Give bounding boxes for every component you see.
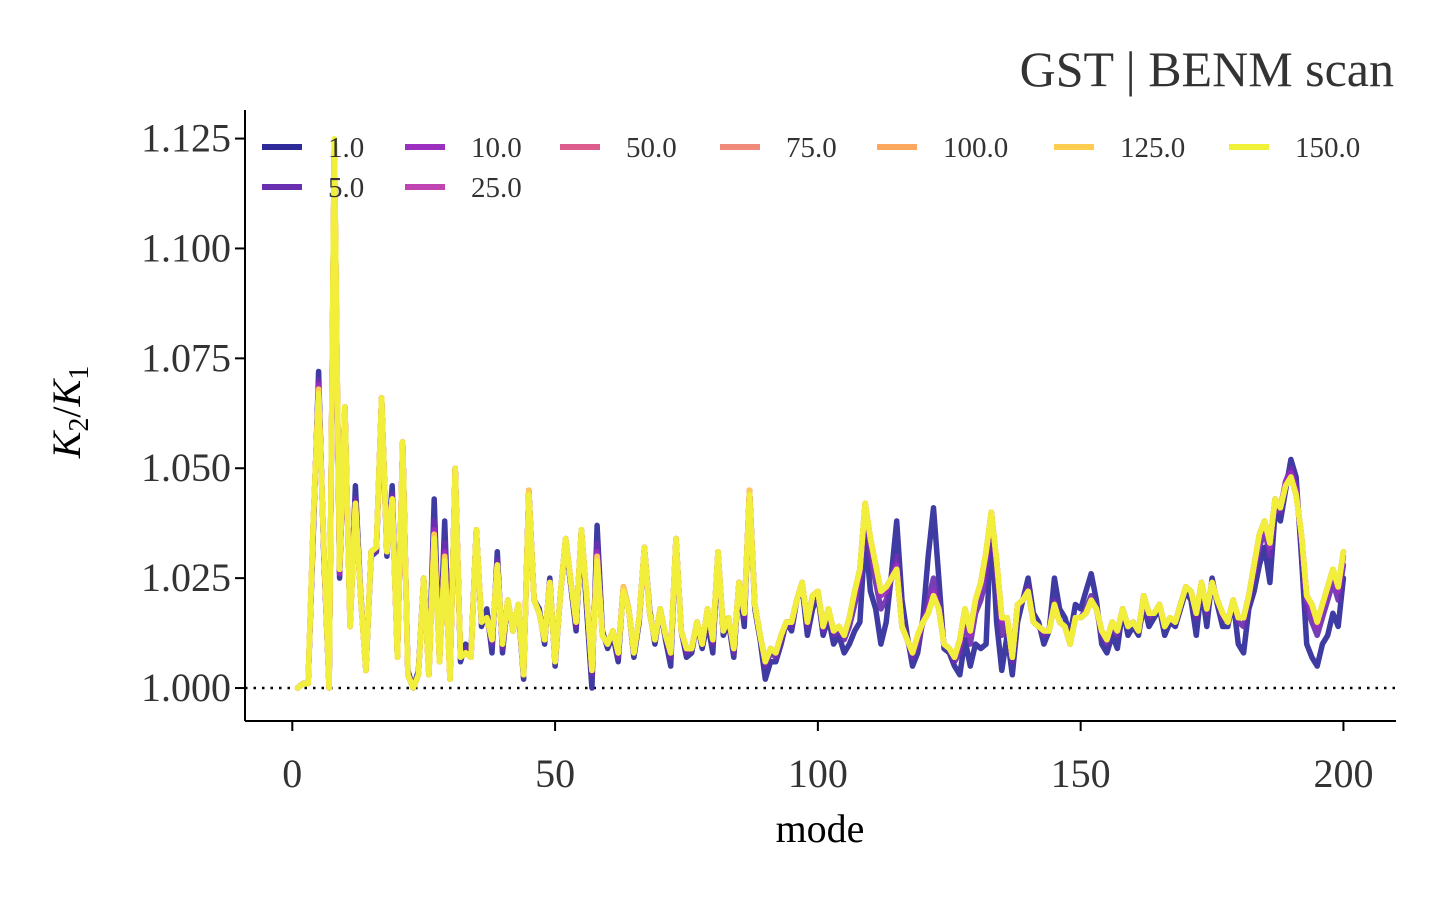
- legend-label: 50.0: [626, 132, 677, 164]
- legend-label: 10.0: [471, 132, 522, 164]
- y-tick-label: 1.100: [141, 225, 231, 270]
- legend-label: 75.0: [786, 132, 837, 164]
- series-group: [294, 135, 1347, 691]
- x-tick-label: 200: [1313, 751, 1373, 796]
- legend-item-75.0: 75.0: [720, 132, 837, 164]
- x-tick-label: 0: [282, 751, 302, 796]
- y-axis-label: K2/K1: [44, 366, 95, 460]
- chart-title: GST | BENM scan: [1020, 41, 1394, 97]
- y-ticks: 1.000 1.025 1.050 1.075 1.100 1.125: [141, 116, 245, 710]
- legend-label: 1.0: [328, 132, 364, 164]
- legend-label: 150.0: [1295, 132, 1360, 164]
- y-tick-label: 1.000: [141, 665, 231, 710]
- y-tick-label: 1.025: [141, 555, 231, 600]
- y-tick-label: 1.125: [141, 116, 231, 161]
- legend: 1.0 5.0 10.0 25.0 50.0 75.0 100.0 125.0 150.0: [262, 132, 1360, 204]
- legend-label: 5.0: [328, 172, 364, 204]
- y-tick-label: 1.075: [141, 335, 231, 380]
- x-tick-label: 150: [1051, 751, 1111, 796]
- legend-item-100.0: 100.0: [877, 132, 1008, 164]
- x-axis-label: mode: [776, 806, 865, 851]
- legend-item-150.0: 150.0: [1229, 132, 1360, 164]
- legend-item-5.0: 5.0: [262, 172, 364, 204]
- x-tick-label: 50: [535, 751, 575, 796]
- legend-item-10.0: 10.0: [405, 132, 522, 164]
- legend-label: 125.0: [1120, 132, 1185, 164]
- legend-item-25.0: 25.0: [405, 172, 522, 204]
- series-line-150.0: [294, 135, 1347, 691]
- legend-item-50.0: 50.0: [560, 132, 677, 164]
- legend-item-1.0: 1.0: [262, 132, 364, 164]
- legend-label: 25.0: [471, 172, 522, 204]
- legend-item-125.0: 125.0: [1054, 132, 1185, 164]
- legend-label: 100.0: [943, 132, 1008, 164]
- y-tick-label: 1.050: [141, 445, 231, 490]
- x-tick-label: 100: [788, 751, 848, 796]
- x-ticks: 0 50 100 150 200: [282, 721, 1373, 796]
- axes: [244, 110, 1396, 722]
